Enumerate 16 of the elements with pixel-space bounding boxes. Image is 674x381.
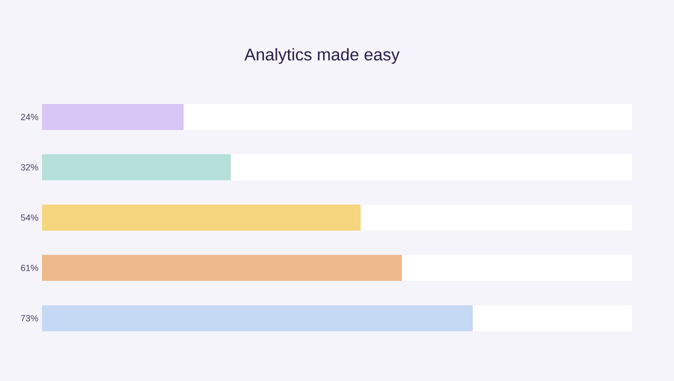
bar [42, 104, 184, 130]
bar [360, 204, 632, 231]
data-label: 24% [20, 114, 38, 120]
bar [42, 204, 361, 231]
bar [472, 305, 632, 332]
bar [42, 305, 473, 332]
data-label: 32% [20, 164, 38, 170]
bar [184, 104, 632, 130]
bar [42, 154, 231, 180]
data-label: 73% [20, 315, 38, 322]
data-label: 54% [20, 214, 38, 221]
chart-title: Analytics made easy [244, 48, 400, 64]
data-label: 61% [20, 264, 38, 272]
bar [42, 254, 402, 281]
bar [230, 154, 632, 180]
bar [402, 254, 632, 281]
